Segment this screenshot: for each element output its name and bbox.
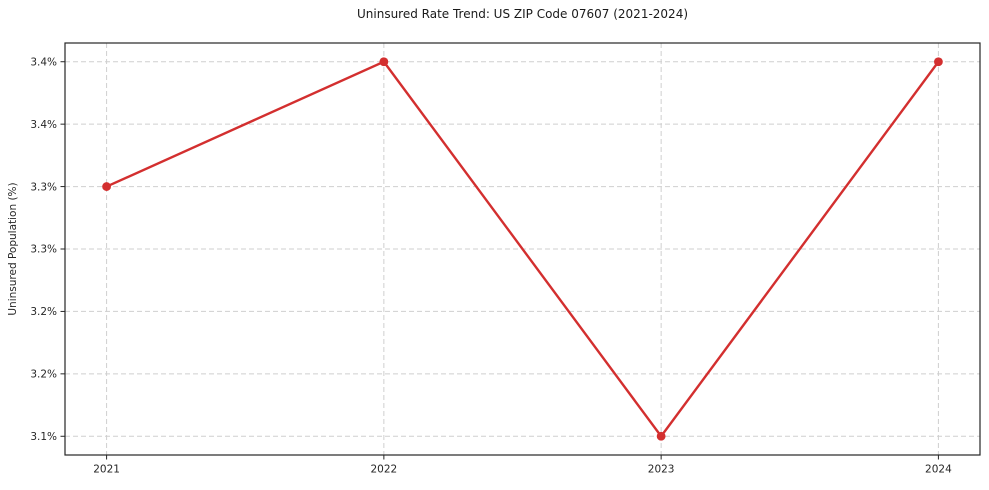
- y-tick-label: 3.4%: [30, 56, 57, 68]
- x-tick-label: 2021: [93, 464, 120, 476]
- y-tick-label: 3.3%: [30, 181, 57, 193]
- y-tick-label: 3.3%: [30, 244, 57, 256]
- data-point-2023: [656, 431, 666, 441]
- x-tick-label: 2022: [370, 464, 397, 476]
- trend-line: [105, 60, 940, 438]
- plot-frame: [64, 42, 981, 456]
- y-tick-label: 3.1%: [30, 431, 57, 443]
- chart-title: Uninsured Rate Trend: US ZIP Code 07607 …: [356, 7, 689, 21]
- y-tick-label: 3.2%: [30, 306, 57, 318]
- x-tick-label: 2023: [648, 464, 675, 476]
- y-tick-label: 3.4%: [30, 119, 57, 131]
- y-tick-label: 3.2%: [30, 369, 57, 381]
- x-tick-label: 2024: [925, 464, 952, 476]
- data-point-2024: [934, 57, 943, 67]
- data-point-2021: [102, 182, 111, 191]
- data-point-2022: [379, 57, 389, 67]
